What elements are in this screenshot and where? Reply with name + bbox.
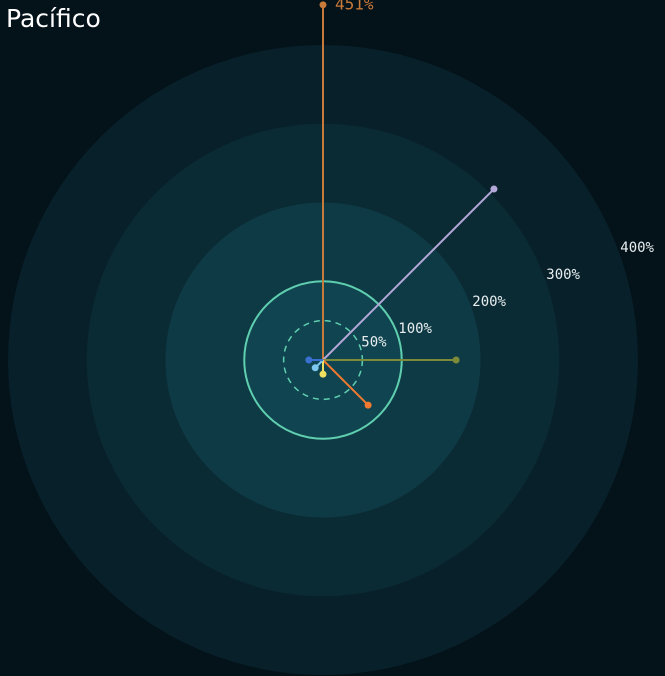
- r-tick-label: 200%: [472, 294, 506, 310]
- spoke-end: [319, 1, 327, 9]
- r-tick-label: 50%: [361, 334, 387, 350]
- spoke-end: [364, 401, 372, 409]
- spoke-end: [490, 185, 498, 193]
- spoke-end: [305, 356, 313, 364]
- chart-title: Pacífico: [6, 4, 101, 33]
- r-tick-label: 100%: [398, 321, 432, 337]
- spoke-end: [319, 370, 327, 378]
- spoke: [322, 188, 495, 361]
- r-tick-label: 300%: [546, 267, 580, 283]
- r-tick-label: 400%: [620, 240, 654, 256]
- spoke-end: [452, 356, 460, 364]
- spoke-end: [311, 364, 319, 372]
- spoke: [322, 359, 369, 406]
- value-label: 451%: [335, 0, 374, 13]
